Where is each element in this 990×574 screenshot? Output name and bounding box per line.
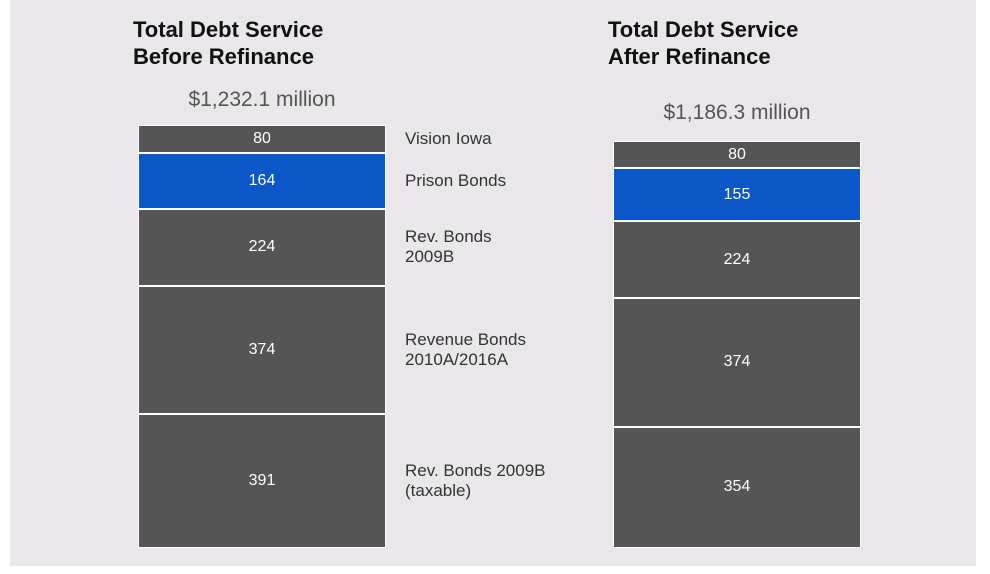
legend-label: Prison Bonds [405, 170, 507, 190]
bar-segment: 224 [138, 208, 386, 286]
bar-segment: 224 [613, 221, 861, 299]
legend-label: Rev. Bonds 2009B [405, 227, 492, 267]
bar-segment: 80 [613, 140, 861, 169]
bar-segment: 155 [613, 168, 861, 222]
column-title: Total Debt Service Before Refinance [133, 17, 324, 69]
bar-segment: 354 [613, 426, 861, 548]
segment-label: 80 [253, 129, 271, 147]
segment-label: 80 [728, 145, 746, 163]
bar-segment: 164 [138, 152, 386, 209]
total-label: $1,186.3 million [663, 101, 811, 124]
total-label: $1,232.1 million [188, 88, 336, 111]
bar-segment: 80 [138, 125, 386, 153]
segment-label: 224 [248, 238, 276, 256]
segment-label: 374 [248, 340, 276, 358]
segment-label: 391 [248, 471, 276, 489]
bar-segment: 374 [613, 298, 861, 427]
segment-label: 224 [723, 250, 751, 268]
legend-label: Vision Iowa [405, 128, 492, 148]
bar-segment: 391 [138, 413, 386, 548]
column-title: Total Debt Service After Refinance [608, 17, 799, 69]
segment-label: 155 [723, 185, 751, 203]
bar-segment: 374 [138, 285, 386, 414]
segment-label: 354 [723, 478, 751, 496]
segment-label: 374 [723, 353, 751, 371]
segment-label: 164 [248, 171, 276, 189]
legend-label: Rev. Bonds 2009B (taxable) [405, 460, 546, 500]
legend-label: Revenue Bonds 2010A/2016A [405, 329, 526, 369]
